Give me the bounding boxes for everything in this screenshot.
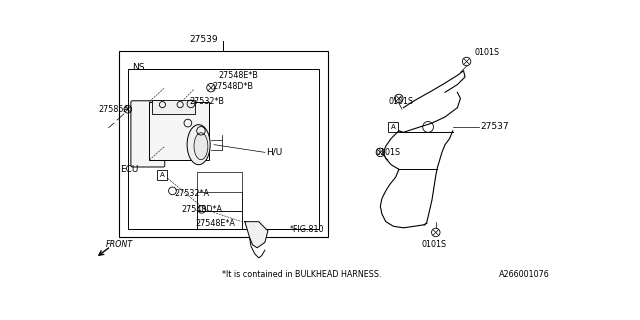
Text: *FIG.810: *FIG.810 [289, 225, 324, 234]
Bar [197, 211, 242, 229]
Text: 27585A: 27585A [99, 105, 129, 114]
Text: ECU: ECU [120, 165, 138, 174]
Text: A: A [160, 172, 165, 179]
Text: 27532*A: 27532*A [174, 189, 209, 198]
Bar [118, 51, 328, 237]
Text: 27548D*A: 27548D*A [182, 205, 223, 214]
Text: 27548E*A: 27548E*A [196, 219, 236, 228]
Text: 27548E*B: 27548E*B [219, 71, 259, 80]
Ellipse shape [187, 124, 210, 165]
Text: H/U: H/U [266, 148, 282, 157]
Text: 27537: 27537 [481, 123, 509, 132]
Polygon shape [245, 222, 268, 248]
Bar [197, 192, 242, 211]
Bar [388, 122, 399, 132]
Text: 27539: 27539 [189, 36, 218, 44]
Bar [197, 172, 242, 229]
Text: A266001076: A266001076 [499, 270, 550, 279]
Bar [149, 101, 209, 160]
FancyBboxPatch shape [131, 101, 164, 167]
Text: 0101S: 0101S [376, 148, 401, 157]
Ellipse shape [194, 133, 208, 160]
Bar [152, 100, 195, 114]
Bar [128, 69, 319, 229]
Text: 27532*B: 27532*B [189, 97, 225, 106]
Text: *It is contained in BULKHEAD HARNESS.: *It is contained in BULKHEAD HARNESS. [221, 270, 381, 279]
Text: A: A [391, 124, 396, 130]
Text: 0101S: 0101S [474, 48, 499, 57]
Bar [132, 102, 163, 165]
Text: NS: NS [132, 63, 144, 72]
Text: 0101S: 0101S [422, 240, 447, 249]
Text: FRONT: FRONT [106, 240, 134, 249]
Text: 0101S: 0101S [388, 97, 413, 106]
Bar [157, 171, 168, 180]
Text: 27548D*B: 27548D*B [212, 82, 253, 91]
